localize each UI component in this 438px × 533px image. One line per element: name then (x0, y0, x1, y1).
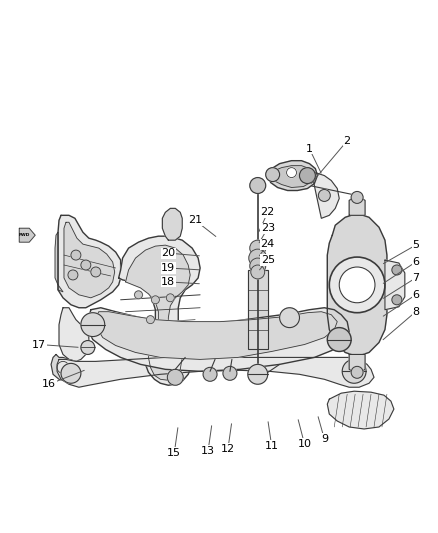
Polygon shape (349, 196, 365, 215)
Circle shape (61, 364, 81, 383)
Text: 16: 16 (42, 379, 56, 389)
Circle shape (81, 341, 95, 354)
Circle shape (300, 168, 315, 183)
Circle shape (152, 296, 159, 304)
Text: 12: 12 (221, 444, 235, 454)
Circle shape (81, 313, 105, 336)
Text: 11: 11 (265, 441, 279, 451)
Circle shape (250, 177, 266, 193)
Text: 6: 6 (412, 257, 419, 267)
Circle shape (250, 258, 266, 274)
Text: 20: 20 (161, 248, 175, 258)
Text: 9: 9 (321, 434, 328, 444)
Text: 15: 15 (167, 448, 181, 458)
Circle shape (81, 260, 91, 270)
Text: FWD: FWD (18, 233, 30, 237)
Polygon shape (162, 208, 182, 240)
Circle shape (327, 328, 351, 351)
Polygon shape (58, 215, 120, 308)
Circle shape (91, 267, 101, 277)
Text: 10: 10 (297, 439, 311, 449)
Circle shape (250, 240, 266, 256)
Circle shape (71, 250, 81, 260)
Polygon shape (349, 354, 365, 374)
Circle shape (248, 365, 268, 384)
Circle shape (223, 366, 237, 380)
Circle shape (134, 291, 142, 299)
Circle shape (351, 191, 363, 204)
Polygon shape (385, 260, 405, 310)
Text: 5: 5 (412, 240, 419, 250)
Bar (248, 270, 268, 350)
Circle shape (251, 265, 265, 279)
Bar (248, 270, 268, 350)
Circle shape (203, 367, 217, 381)
Text: 1: 1 (306, 144, 313, 154)
Polygon shape (96, 312, 337, 359)
Circle shape (392, 295, 402, 305)
Polygon shape (51, 354, 79, 381)
Circle shape (392, 265, 402, 275)
Circle shape (339, 267, 375, 303)
Polygon shape (126, 245, 190, 380)
Polygon shape (57, 358, 374, 387)
Text: 22: 22 (261, 207, 275, 217)
Circle shape (249, 249, 267, 267)
Circle shape (342, 359, 366, 383)
Text: 13: 13 (201, 446, 215, 456)
Circle shape (166, 294, 174, 302)
Text: 8: 8 (412, 306, 419, 317)
Text: 2: 2 (344, 136, 351, 146)
Text: 18: 18 (161, 277, 175, 287)
Polygon shape (89, 308, 349, 372)
Circle shape (146, 316, 155, 324)
Polygon shape (327, 213, 387, 357)
Circle shape (329, 257, 385, 313)
Text: 21: 21 (188, 215, 202, 225)
Polygon shape (64, 222, 115, 298)
Text: 24: 24 (261, 239, 275, 249)
Circle shape (318, 190, 330, 201)
Polygon shape (59, 308, 89, 361)
Circle shape (279, 308, 300, 328)
Polygon shape (19, 228, 35, 242)
Polygon shape (55, 232, 63, 292)
Text: 6: 6 (412, 290, 419, 300)
Polygon shape (119, 236, 200, 385)
Text: 23: 23 (261, 223, 275, 233)
Circle shape (266, 168, 279, 182)
Text: 25: 25 (261, 255, 275, 265)
Text: 17: 17 (32, 340, 46, 350)
Circle shape (57, 361, 69, 373)
Circle shape (351, 366, 363, 378)
Polygon shape (268, 160, 318, 190)
Polygon shape (272, 166, 314, 188)
Text: 19: 19 (161, 263, 175, 273)
Circle shape (68, 270, 78, 280)
Circle shape (286, 168, 297, 177)
Polygon shape (327, 391, 394, 429)
Circle shape (167, 369, 183, 385)
Text: 7: 7 (412, 273, 419, 283)
Polygon shape (314, 173, 339, 219)
